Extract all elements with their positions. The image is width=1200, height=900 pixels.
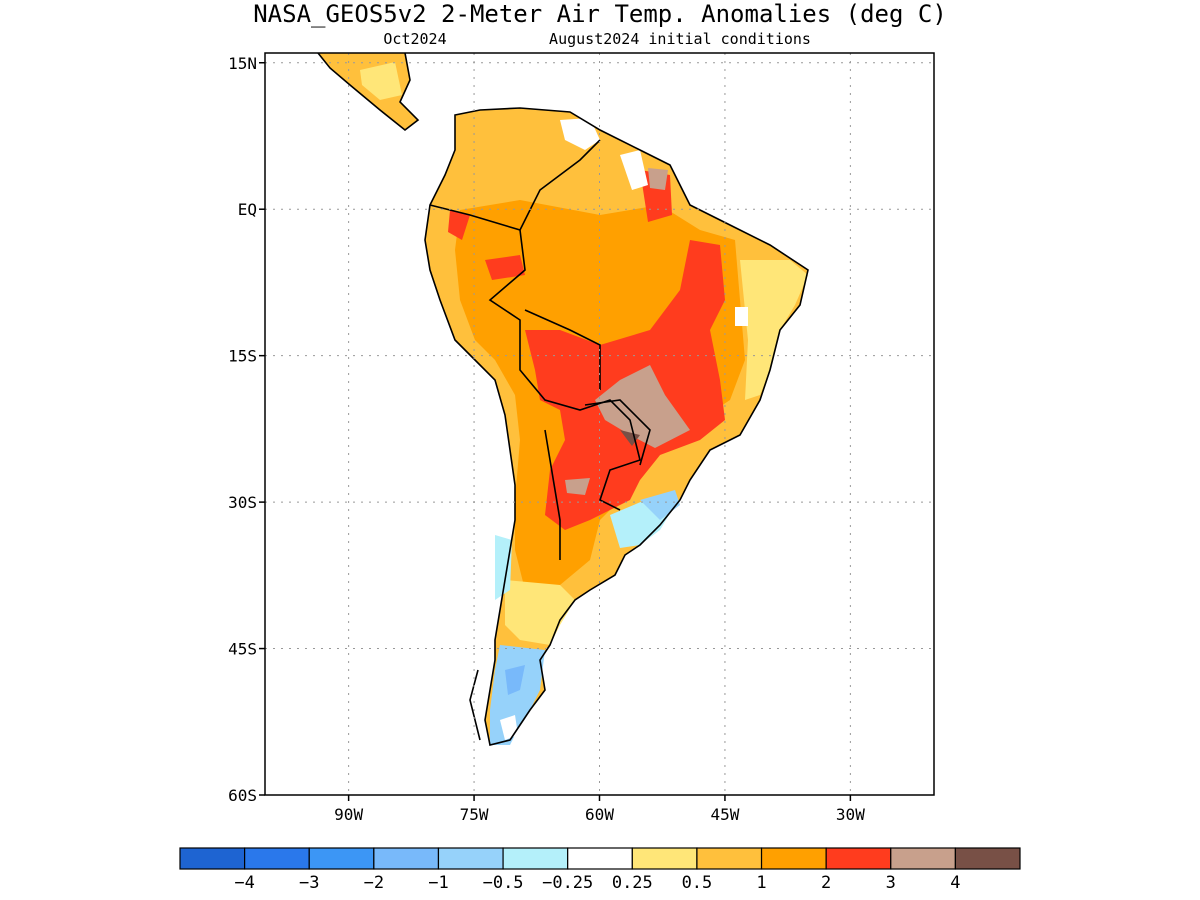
colorbar-swatch [437, 847, 504, 870]
colorbar-swatch [631, 847, 698, 870]
colorbar-swatch [308, 847, 375, 870]
lat-tick-label: 30S [228, 493, 257, 512]
initial-conditions-label: August2024 initial conditions [549, 30, 811, 48]
latitude-axis: 15N EQ 15S 30S 45S 60S [228, 54, 265, 805]
colorbar-label: −0.5 [483, 873, 524, 893]
lon-tick-label: 75W [460, 805, 489, 824]
colorbar-swatch [373, 847, 440, 870]
lat-tick-label: 60S [228, 786, 257, 805]
colorbar-swatch [825, 847, 892, 870]
colorbar-label: 1 [756, 873, 766, 893]
colorbar-swatch [890, 847, 956, 870]
lon-tick-label: 45W [710, 805, 739, 824]
colorbar-swatch [954, 847, 1021, 870]
colorbar-swatch [760, 847, 827, 870]
map-title: NASA_GEOS5v2 2-Meter Air Temp. Anomalies… [253, 0, 947, 28]
colorbar-label: 2 [821, 873, 831, 893]
colorbar-label: 3 [886, 873, 896, 893]
colorbar-label: −0.25 [542, 873, 593, 893]
lat-tick-label: 45S [228, 640, 257, 659]
anomaly-field [318, 53, 808, 745]
colorbar-label: 0.5 [682, 873, 713, 893]
colorbar-swatch [502, 847, 569, 870]
colorbar-swatch [244, 847, 310, 870]
lon-tick-label: 60W [585, 805, 614, 824]
lon-tick-label: 90W [334, 805, 363, 824]
longitude-axis: 90W 75W 60W 45W 30W [334, 795, 865, 824]
lon-tick-label: 30W [836, 805, 865, 824]
lat-tick-label: 15N [228, 54, 257, 73]
colorbar-label: −4 [234, 873, 254, 893]
coastlines [317, 53, 809, 746]
colorbar-swatch [179, 847, 246, 870]
colorbar-label: 0.25 [612, 873, 653, 893]
central-america-fill [318, 53, 418, 130]
colorbar: −4 −3 −2 −1 −0.5 −0.25 0.25 0.5 1 2 3 4 [179, 847, 1021, 893]
colorbar-label: −1 [428, 873, 448, 893]
colorbar-swatch [567, 847, 633, 870]
colorbar-swatch [696, 847, 763, 870]
colorbar-label: −3 [299, 873, 319, 893]
forecast-month-label: Oct2024 [383, 30, 446, 48]
colorbar-label: −2 [364, 873, 384, 893]
colorbar-label: 4 [950, 873, 960, 893]
lat-tick-label: EQ [238, 200, 257, 219]
lat-tick-label: 15S [228, 347, 257, 366]
